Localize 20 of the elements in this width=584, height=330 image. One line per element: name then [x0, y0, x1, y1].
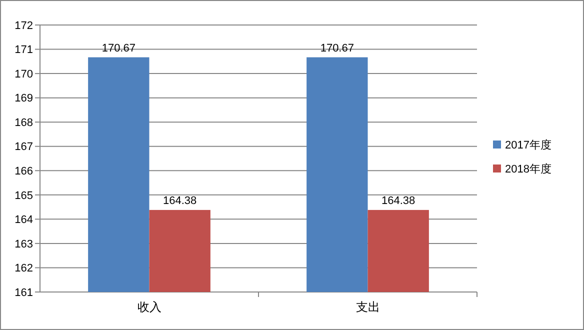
y-tick-label: 169 — [14, 92, 33, 105]
data-label: 164.38 — [382, 194, 416, 207]
data-label: 170.67 — [102, 42, 136, 54]
y-tick-label: 170 — [14, 68, 33, 80]
legend-label: 2018年度 — [505, 162, 552, 176]
y-tick-label: 164 — [14, 214, 33, 226]
data-label: 164.38 — [163, 194, 197, 207]
y-tick-label: 165 — [14, 190, 33, 202]
x-tick-label: 收入 — [137, 300, 162, 314]
y-tick-label: 167 — [14, 141, 33, 154]
y-tick-label: 172 — [14, 20, 33, 32]
x-tick-label: 支出 — [356, 300, 380, 314]
y-tick-label: 166 — [14, 165, 33, 178]
y-tick-label: 168 — [14, 116, 33, 129]
y-tick-label: 161 — [14, 286, 33, 299]
y-tick-label: 162 — [14, 262, 33, 275]
y-tick-label: 163 — [14, 238, 33, 250]
data-label: 170.67 — [320, 42, 354, 54]
legend-label: 2017年度 — [505, 138, 552, 152]
y-tick-label: 171 — [14, 44, 33, 56]
